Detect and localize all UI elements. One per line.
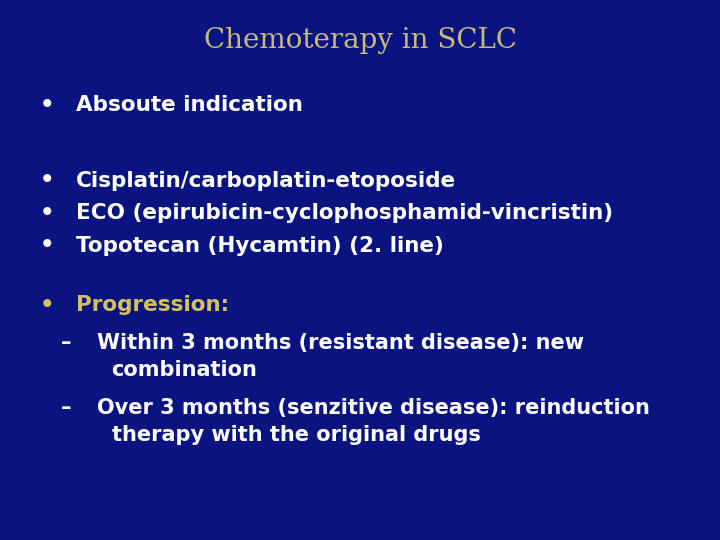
Text: Within 3 months (resistant disease): new: Within 3 months (resistant disease): new <box>97 333 584 353</box>
Text: •: • <box>40 202 54 225</box>
Text: therapy with the original drugs: therapy with the original drugs <box>112 424 480 445</box>
Text: Topotecan (Hycamtin) (2. line): Topotecan (Hycamtin) (2. line) <box>76 235 444 256</box>
Text: Cisplatin/carboplatin-etoposide: Cisplatin/carboplatin-etoposide <box>76 171 456 191</box>
Text: •: • <box>40 94 54 117</box>
Text: ECO (epirubicin-cyclophosphamid-vincristin): ECO (epirubicin-cyclophosphamid-vincrist… <box>76 203 613 224</box>
Text: Absoute indication: Absoute indication <box>76 95 302 116</box>
Text: Over 3 months (senzitive disease): reinduction: Over 3 months (senzitive disease): reind… <box>97 397 650 418</box>
Text: Progression:: Progression: <box>76 295 229 315</box>
Text: –: – <box>61 333 72 353</box>
Text: Chemoterapy in SCLC: Chemoterapy in SCLC <box>204 27 516 54</box>
Text: •: • <box>40 294 54 316</box>
Text: –: – <box>61 397 72 418</box>
Text: •: • <box>40 234 54 257</box>
Text: combination: combination <box>112 360 258 380</box>
Text: •: • <box>40 170 54 192</box>
